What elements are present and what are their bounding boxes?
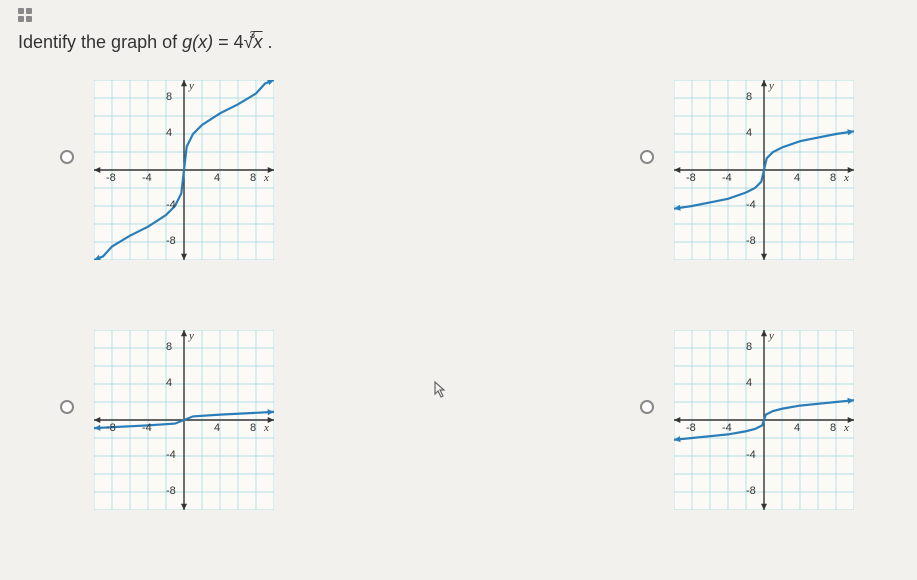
tick-label: 8: [166, 91, 172, 103]
tick-label: -4: [142, 422, 152, 434]
radio-c[interactable]: [60, 400, 74, 414]
option-a[interactable]: -8 -4 4 8 8 4 -4 -8 y x: [60, 80, 274, 260]
tick-label: -4: [166, 199, 176, 211]
tick-label: -4: [142, 172, 152, 184]
question-equals: =: [218, 32, 234, 52]
x-axis-label: x: [844, 422, 849, 434]
x-axis-label: x: [264, 422, 269, 434]
y-axis-label: y: [769, 330, 774, 342]
tick-label: -4: [166, 449, 176, 461]
x-axis-label: x: [264, 172, 269, 184]
cursor-icon: [430, 380, 448, 405]
radio-d[interactable]: [640, 400, 654, 414]
tick-label: 4: [214, 422, 220, 434]
y-axis-label: y: [189, 330, 194, 342]
tick-label: -8: [746, 485, 756, 497]
tick-label: 4: [746, 377, 752, 389]
graph-a: -8 -4 4 8 8 4 -4 -8 y x: [94, 80, 274, 260]
question-text: Identify the graph of g(x) = 43√x .: [18, 32, 273, 53]
graph-d: -8 -4 4 8 8 4 -4 -8 y x: [674, 330, 854, 510]
question-coeff: 4: [234, 32, 244, 52]
tick-label: -4: [746, 449, 756, 461]
tick-label: -8: [686, 172, 696, 184]
tick-label: -4: [722, 422, 732, 434]
tick-label: 4: [794, 422, 800, 434]
radical: 3√x: [244, 32, 263, 53]
tick-label: 4: [166, 377, 172, 389]
question-func: g(x): [182, 32, 213, 52]
radio-a[interactable]: [60, 150, 74, 164]
root-index: 3: [250, 30, 256, 41]
tick-label: 8: [166, 341, 172, 353]
tick-label: 8: [746, 91, 752, 103]
tick-label: -8: [166, 485, 176, 497]
tick-label: 4: [214, 172, 220, 184]
tick-label: -8: [106, 172, 116, 184]
option-c[interactable]: -8 -4 4 8 8 4 -4 -8 y x: [60, 330, 274, 510]
tick-label: -4: [722, 172, 732, 184]
question-suffix: .: [263, 32, 273, 52]
tick-label: 4: [746, 127, 752, 139]
x-axis-label: x: [844, 172, 849, 184]
graph-c: -8 -4 4 8 8 4 -4 -8 y x: [94, 330, 274, 510]
tick-label: 8: [250, 172, 256, 184]
apps-icon: [18, 8, 32, 22]
option-b[interactable]: -8 -4 4 8 8 4 -4 -8 y x: [640, 80, 854, 260]
tick-label: -8: [686, 422, 696, 434]
tick-label: 4: [166, 127, 172, 139]
radio-b[interactable]: [640, 150, 654, 164]
tick-label: -8: [166, 235, 176, 247]
graph-b: -8 -4 4 8 8 4 -4 -8 y x: [674, 80, 854, 260]
tick-label: 8: [746, 341, 752, 353]
tick-label: 8: [250, 422, 256, 434]
tick-label: 8: [830, 422, 836, 434]
question-prefix: Identify the graph of: [18, 32, 182, 52]
tick-label: 4: [794, 172, 800, 184]
tick-label: -8: [746, 235, 756, 247]
tick-label: -8: [106, 422, 116, 434]
y-axis-label: y: [189, 80, 194, 92]
tick-label: 8: [830, 172, 836, 184]
y-axis-label: y: [769, 80, 774, 92]
tick-label: -4: [746, 199, 756, 211]
option-d[interactable]: -8 -4 4 8 8 4 -4 -8 y x: [640, 330, 854, 510]
